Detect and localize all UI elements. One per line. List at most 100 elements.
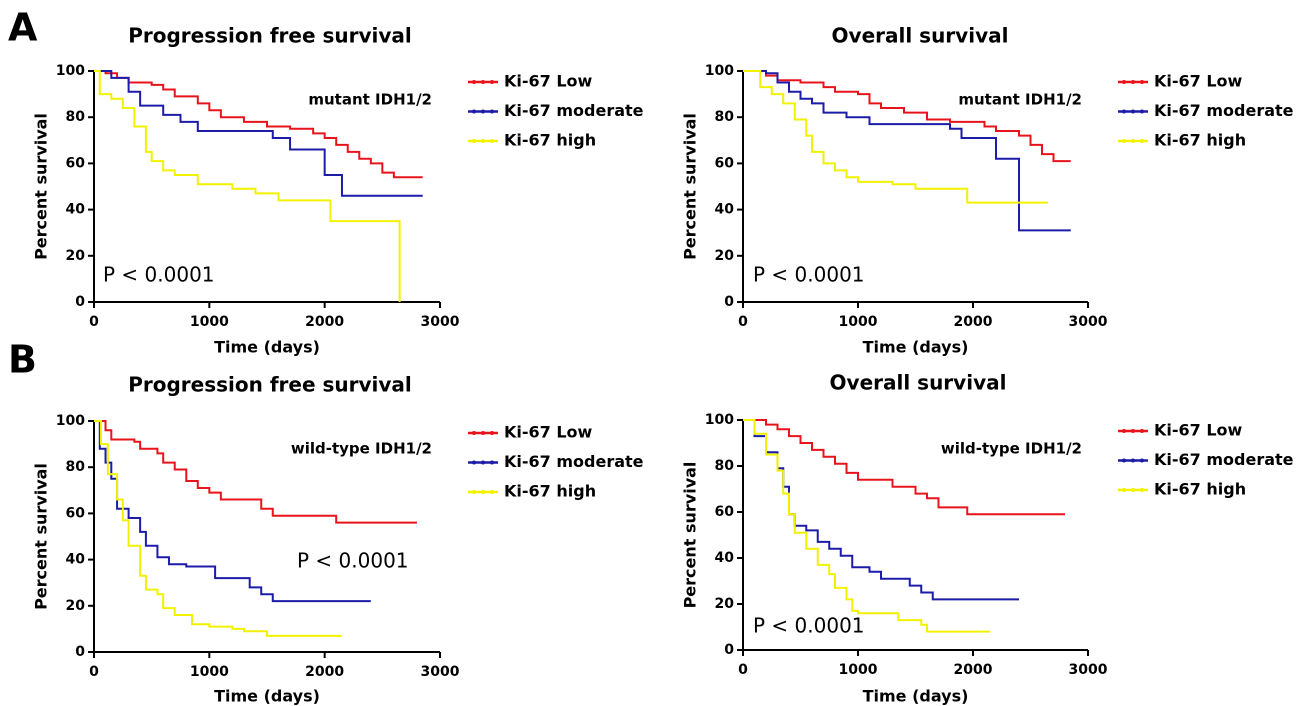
y-tick-label: 40 — [66, 552, 86, 568]
y-tick-label: 60 — [66, 155, 86, 171]
legend-dot — [1140, 80, 1144, 84]
x-tick-label: 3000 — [421, 314, 460, 330]
legend-label: Ki-67 high — [1154, 131, 1246, 150]
x-tick-label: 1000 — [839, 314, 878, 330]
legend-dot — [481, 109, 485, 114]
x-tick-label: 2000 — [954, 314, 993, 330]
y-axis-label: Percent survival — [681, 113, 700, 260]
survival-curve — [743, 70, 1071, 163]
panel-label: B — [8, 338, 37, 382]
x-tick-label: 2000 — [305, 314, 344, 330]
x-tick-label: 0 — [738, 314, 748, 330]
legend-dot — [481, 139, 485, 143]
y-tick-label: 60 — [66, 505, 86, 521]
y-tick-label: 100 — [705, 412, 734, 428]
legend-dot — [1122, 139, 1126, 143]
legend-dot — [472, 460, 476, 465]
y-tick-label: 80 — [715, 109, 735, 125]
survival-curve — [743, 70, 1048, 204]
x-axis-label: Time (days) — [863, 687, 969, 706]
y-tick-label: 80 — [66, 459, 86, 475]
legend-dot — [1131, 458, 1135, 463]
legend-dot — [1131, 429, 1135, 433]
legend-dot — [1131, 109, 1135, 114]
x-tick-label: 3000 — [421, 664, 460, 680]
legend-label: Ki-67 high — [504, 131, 596, 150]
legend-dot — [490, 109, 494, 114]
y-tick-label: 0 — [75, 294, 85, 310]
x-tick-label: 1000 — [190, 664, 229, 680]
legend-dot — [1140, 429, 1144, 433]
legend-dot — [1140, 488, 1144, 492]
y-tick-label: 20 — [66, 248, 86, 264]
y-tick-label: 80 — [715, 458, 735, 474]
x-tick-label: 2000 — [305, 664, 344, 680]
chart-title: Overall survival — [832, 24, 1009, 48]
y-tick-label: 40 — [715, 550, 735, 566]
y-tick-label: 60 — [715, 155, 735, 171]
legend-label: Ki-67 moderate — [1154, 450, 1294, 469]
legend-label: Ki-67 Low — [504, 72, 593, 91]
legend-dot — [481, 80, 485, 84]
x-axis-label: Time (days) — [214, 687, 320, 706]
legend-dot — [472, 431, 476, 435]
y-tick-label: 80 — [66, 109, 86, 125]
legend-dot — [490, 431, 494, 435]
legend-label: Ki-67 Low — [1154, 72, 1243, 91]
survival-curve — [94, 420, 417, 524]
y-tick-label: 20 — [715, 248, 735, 264]
legend-dot — [472, 490, 476, 494]
y-tick-label: 0 — [724, 642, 734, 658]
p-value: P < 0.0001 — [753, 263, 865, 287]
y-tick-label: 100 — [705, 63, 734, 79]
legend-label: Ki-67 moderate — [504, 452, 644, 471]
survival-curve — [743, 419, 991, 633]
survival-curve — [94, 70, 423, 197]
legend-dot — [472, 109, 476, 114]
legend-dot — [1140, 139, 1144, 143]
y-axis-label: Percent survival — [32, 463, 51, 610]
legend-label: Ki-67 high — [1154, 480, 1246, 499]
legend-dot — [472, 80, 476, 84]
y-tick-label: 40 — [715, 202, 735, 218]
x-tick-label: 2000 — [954, 662, 993, 678]
legend-label: Ki-67 high — [504, 482, 596, 501]
legend-dot — [1131, 80, 1135, 84]
annotation: mutant IDH1/2 — [308, 91, 432, 109]
p-value: P < 0.0001 — [103, 263, 215, 287]
legend-dot — [1122, 80, 1126, 84]
legend-dot — [481, 490, 485, 494]
survival-curve — [743, 70, 1071, 232]
legend-dot — [1122, 458, 1126, 463]
chart-title: Progression free survival — [128, 373, 412, 397]
x-tick-label: 0 — [89, 664, 99, 680]
survival-curve — [94, 420, 342, 637]
p-value: P < 0.0001 — [753, 614, 865, 638]
survival-curve — [94, 70, 423, 179]
y-tick-label: 0 — [75, 644, 85, 660]
x-tick-label: 1000 — [190, 314, 229, 330]
x-tick-label: 3000 — [1069, 314, 1108, 330]
y-tick-label: 20 — [66, 598, 86, 614]
legend-dot — [1140, 109, 1144, 114]
y-axis-label: Percent survival — [32, 113, 51, 260]
chart-title: Progression free survival — [128, 24, 412, 48]
y-tick-label: 60 — [715, 504, 735, 520]
panel-label: A — [8, 6, 38, 50]
legend-dot — [490, 460, 494, 465]
y-tick-label: 20 — [715, 596, 735, 612]
legend-label: Ki-67 moderate — [504, 101, 644, 120]
legend-dot — [1131, 139, 1135, 143]
x-tick-label: 0 — [738, 662, 748, 678]
annotation: wild-type IDH1/2 — [941, 440, 1082, 458]
legend-dot — [472, 139, 476, 143]
y-axis-label: Percent survival — [681, 462, 700, 609]
y-tick-label: 0 — [724, 294, 734, 310]
legend-label: Ki-67 Low — [504, 423, 593, 442]
p-value: P < 0.0001 — [297, 549, 409, 573]
legend-dot — [1122, 488, 1126, 492]
legend-dot — [1131, 488, 1135, 492]
legend-label: Ki-67 Low — [1154, 421, 1243, 440]
legend-dot — [1122, 429, 1126, 433]
